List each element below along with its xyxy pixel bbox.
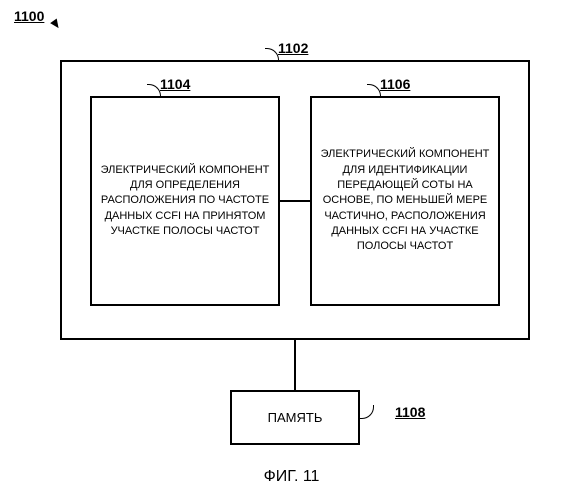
ref-outer-label: 1102 (278, 40, 308, 56)
ref-left-label: 1104 (160, 76, 190, 92)
ref-memory-leader (360, 405, 374, 419)
box-right: ЭЛЕКТРИЧЕСКИЙ КОМПОНЕНТ ДЛЯ ИДЕНТИФИКАЦИ… (310, 96, 500, 306)
figure-canvas: 1100 1102 ЭЛЕКТРИЧЕСКИЙ КОМПОНЕНТ ДЛЯ ОП… (0, 0, 583, 500)
memory-text: ПАМЯТЬ (268, 410, 323, 425)
ref-outer-leader (265, 48, 279, 62)
box-left: ЭЛЕКТРИЧЕСКИЙ КОМПОНЕНТ ДЛЯ ОПРЕДЕЛЕНИЯ … (90, 96, 280, 306)
box-right-text: ЭЛЕКТРИЧЕСКИЙ КОМПОНЕНТ ДЛЯ ИДЕНТИФИКАЦИ… (316, 147, 494, 255)
figure-caption: ФИГ. 11 (264, 468, 320, 486)
ref-right-label: 1106 (380, 76, 410, 92)
ref-system-arrow (50, 19, 62, 31)
ref-memory-label: 1108 (395, 404, 425, 420)
memory-box: ПАМЯТЬ (230, 390, 360, 445)
connector-left-right (280, 200, 310, 202)
ref-system-label: 1100 (14, 8, 44, 24)
box-left-text: ЭЛЕКТРИЧЕСКИЙ КОМПОНЕНТ ДЛЯ ОПРЕДЕЛЕНИЯ … (96, 163, 274, 240)
connector-to-memory (294, 340, 296, 390)
